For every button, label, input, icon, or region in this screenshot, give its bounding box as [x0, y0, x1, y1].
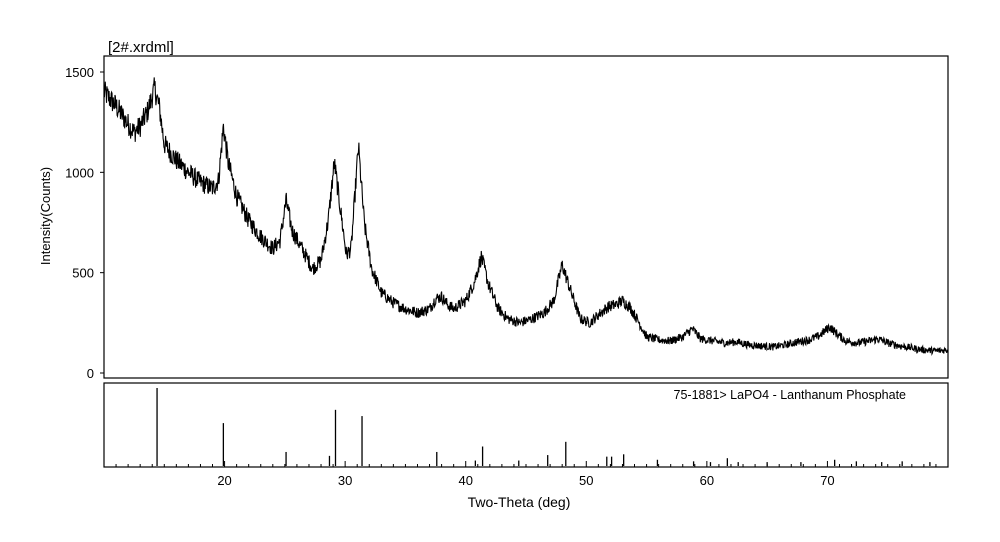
x-tick-label: 40 [458, 473, 472, 488]
x-tick-label: 30 [338, 473, 352, 488]
x-tick-label: 70 [820, 473, 834, 488]
reference-plot: 75-1881> LaPO4 - Lanthanum Phosphate 20 3… [103, 382, 949, 510]
y-tick-label: 0 [87, 366, 94, 381]
x-tick-label: 50 [579, 473, 593, 488]
diffraction-pattern-line [103, 77, 949, 357]
x-axis-ticks: 20 30 40 50 60 70 [115, 461, 937, 488]
y-axis-label: Intensity(Counts) [38, 167, 53, 265]
main-plot: [2#.xrdml] 0 500 1000 1500 Intensity(Counts… [38, 39, 949, 381]
y-axis-ticks: 0 500 1000 1500 [65, 65, 104, 381]
reference-pattern-label: 75-1881> LaPO4 - Lanthanum Phosphate [674, 388, 907, 402]
main-plot-frame [103, 55, 949, 379]
reference-sticks [156, 388, 931, 466]
y-tick-label: 500 [72, 266, 94, 281]
chart-title: [2#.xrdml] [108, 39, 174, 56]
y-tick-label: 1500 [65, 65, 94, 80]
x-tick-label: 20 [217, 473, 231, 488]
y-tick-label: 1000 [65, 165, 94, 180]
x-tick-label: 60 [700, 473, 714, 488]
x-axis-label: Two-Theta (deg) [468, 494, 571, 510]
